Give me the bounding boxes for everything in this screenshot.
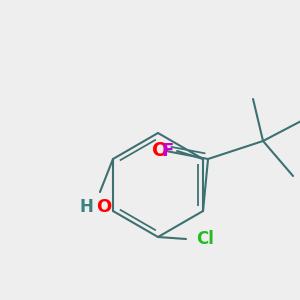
Text: H: H xyxy=(79,198,93,216)
Text: O: O xyxy=(152,142,168,160)
Text: O: O xyxy=(96,198,111,216)
Text: Cl: Cl xyxy=(196,230,214,248)
Text: F: F xyxy=(161,142,173,160)
